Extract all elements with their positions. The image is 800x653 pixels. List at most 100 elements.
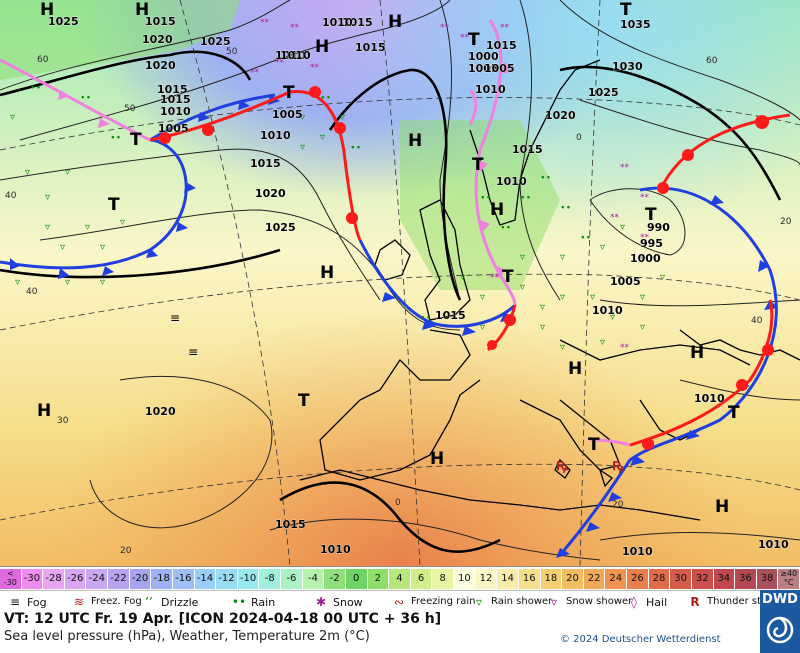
legend-fog-label: Fog [27,595,47,609]
legend-rain: •• Rain [230,591,275,613]
pressure-systems: H H H H H H H H H H H H T T T T T T T T … [37,0,740,517]
map-canvas: ▿▿▿▿▿ ▿ ▿▿ ▿▿ ▿ ▿ ▿▿▿▿▿▿▿▿▿ ▿▿▿▿ ▿▿ ▿▿▿▿▿▿▿▿ ∙∙∙… [0,0,800,566]
low-pressure-marker: T [645,205,657,225]
legend-snow-shower: ▿ Snow shower [545,591,632,613]
svg-text:▿: ▿ [480,322,485,333]
svg-text:∙∙: ∙∙ [420,313,431,323]
high-pressure-marker: H [37,401,51,421]
svg-text:▿: ▿ [620,222,625,233]
rain-dot-symbols: ∙∙ ∙∙ ∙∙ ∙∙ ∙∙ ∙∙ ∙∙ ∙∙ ∙∙ ∙∙ ∙∙ ∙∙ [30,83,591,323]
svg-text:▿: ▿ [60,242,65,253]
svg-text:▿: ▿ [45,192,50,203]
svg-text:**: ** [290,23,300,33]
pressure-label: 1025 [588,86,619,99]
svg-text:▿: ▿ [640,292,645,303]
fog-symbols: ≡ ≡ [170,311,198,359]
scale-cell: 0 [345,569,367,589]
svg-text:▿: ▿ [320,132,325,143]
pressure-label: 1015 [145,15,176,28]
temp-label: 50 [124,104,136,114]
svg-text:∙∙: ∙∙ [350,143,361,153]
scale-cell: -12 [216,569,237,589]
scale-cell: 18 [540,569,562,589]
scale-cell: -4 [302,569,324,589]
scale-cell: -18 [151,569,172,589]
thunderstorm-symbols: ꝶ ꝶ [556,455,625,474]
rain-icon: •• [231,595,247,609]
temp-label: 20 [780,217,792,227]
pressure-label: 1015 [342,16,373,29]
legend-freezing-fog: ≋ Freez. Fog [70,591,142,613]
temp-label: 0 [395,498,401,508]
scale-cell: 12 [475,569,497,589]
freezing-fog-icon: ≋ [73,595,85,609]
legend-thunderstorm: R Thunder storm [686,591,780,613]
pressure-label: 1015 [512,143,543,156]
svg-text:**: ** [250,68,260,78]
pressure-label: 1010 [622,545,653,558]
scale-cell: 16 [518,569,540,589]
svg-text:**: ** [640,193,650,203]
svg-text:ꝶ: ꝶ [556,455,569,474]
pressure-label: 1010 [592,304,623,317]
low-pressure-marker: T [472,155,484,175]
scale-cell: 6 [410,569,432,589]
scale-cell: -6 [281,569,302,589]
legend-drizzle: ’’ Drizzle [140,591,198,613]
isobars [0,0,800,561]
scale-cell: 28 [648,569,670,589]
pressure-label: 1005 [484,62,515,75]
temp-label: 60 [37,55,49,65]
freezing-rain-icon: ∾ [393,595,405,609]
scale-cell: -20 [129,569,151,589]
pressure-label: 1005 [610,275,641,288]
fog-icon: ≡ [9,595,21,609]
pressure-label: 1020 [545,109,576,122]
dwd-logo: DWD [760,590,800,653]
weather-legend: ≡ Fog ≋ Freez. Fog ’’ Drizzle •• Rain ✱ Snow … [0,590,800,614]
pressure-label: 1005 [158,122,189,135]
scale-cell: 22 [583,569,605,589]
info-panel: VT: 12 UTC Fr. 19 Apr. [ICON 2024-04-18 … [0,611,760,653]
scale-cell: 10 [454,569,475,589]
svg-text:▿: ▿ [540,322,545,333]
temp-label: 40 [751,316,763,326]
scale-cell: -26 [64,569,86,589]
low-pressure-marker: T [283,83,295,103]
occluded-fronts [0,19,631,447]
pressure-label: 1020 [255,187,286,200]
thunderstorm-icon: R [690,595,700,609]
svg-text:∙∙: ∙∙ [110,133,121,143]
pressure-label: 995 [640,237,663,250]
svg-text:▿: ▿ [10,112,15,123]
high-pressure-marker: H [135,0,149,20]
temperature-labels: 60 60 50 40 40 30 20 40 50 20 0 0 20 [5,47,792,556]
coastlines [299,59,800,521]
pressure-label: 1000 [630,252,661,265]
svg-text:∙∙: ∙∙ [80,93,91,103]
pressure-label: 1010 [280,49,311,62]
svg-text:▿: ▿ [480,292,485,303]
svg-text:▿: ▿ [520,282,525,293]
low-pressure-marker: T [468,30,480,50]
svg-text:∙∙: ∙∙ [560,203,571,213]
svg-text:▿: ▿ [600,242,605,253]
high-pressure-marker: H [320,263,334,283]
scale-cell: -28 [43,569,64,589]
pressure-label: 1010 [260,129,291,142]
pressure-label: 1010 [496,175,527,188]
svg-text:▿: ▿ [640,252,645,263]
svg-text:▿: ▿ [300,142,305,153]
warm-fronts [149,86,791,450]
pressure-label: 1015 [435,309,466,322]
svg-text:≡: ≡ [170,311,180,325]
svg-text:▿: ▿ [560,252,565,263]
pressure-label: 1010 [320,543,351,556]
pressure-label: 1015 [160,93,191,106]
scale-cell: 2 [367,569,389,589]
legend-freezing-fog-label: Freez. Fog [91,596,142,607]
svg-text:▿: ▿ [660,272,665,283]
legend-hail: ◊ Hail [625,591,667,613]
scale-cell: 4 [389,569,410,589]
drizzle-icon: ’’ [145,595,153,609]
